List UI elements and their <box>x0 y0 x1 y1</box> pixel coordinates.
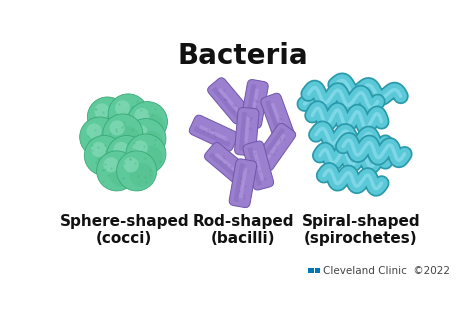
Circle shape <box>130 163 154 187</box>
Circle shape <box>133 125 148 140</box>
FancyBboxPatch shape <box>247 147 262 186</box>
Circle shape <box>109 120 125 136</box>
FancyBboxPatch shape <box>265 133 285 160</box>
Circle shape <box>126 118 166 159</box>
Circle shape <box>87 97 128 137</box>
FancyBboxPatch shape <box>194 127 230 147</box>
FancyBboxPatch shape <box>215 153 240 175</box>
FancyBboxPatch shape <box>245 84 256 122</box>
FancyBboxPatch shape <box>234 163 245 202</box>
Circle shape <box>84 135 124 176</box>
FancyBboxPatch shape <box>204 143 251 186</box>
FancyBboxPatch shape <box>212 87 240 119</box>
Circle shape <box>94 103 109 119</box>
Circle shape <box>117 151 157 191</box>
Circle shape <box>133 140 148 155</box>
FancyBboxPatch shape <box>241 79 268 128</box>
Circle shape <box>128 102 167 142</box>
Circle shape <box>108 94 148 134</box>
Bar <box>315 268 320 273</box>
Circle shape <box>100 109 124 133</box>
Circle shape <box>109 163 134 187</box>
Circle shape <box>139 146 163 170</box>
Circle shape <box>121 106 145 130</box>
Text: Sphere-shaped
(cocci): Sphere-shaped (cocci) <box>60 214 189 246</box>
Circle shape <box>103 114 143 154</box>
Circle shape <box>91 142 106 157</box>
Circle shape <box>103 157 118 172</box>
FancyBboxPatch shape <box>189 115 238 151</box>
Text: Rod-shaped
(bacilli): Rod-shaped (bacilli) <box>192 214 294 246</box>
Circle shape <box>97 151 137 191</box>
Circle shape <box>139 131 163 154</box>
Text: Bacteria: Bacteria <box>178 42 308 70</box>
FancyBboxPatch shape <box>261 93 294 142</box>
Text: Cleveland Clinic  ©2022: Cleveland Clinic ©2022 <box>323 266 450 276</box>
Circle shape <box>86 123 102 138</box>
FancyBboxPatch shape <box>238 168 247 198</box>
Circle shape <box>123 157 139 172</box>
FancyBboxPatch shape <box>259 128 285 162</box>
Text: Spiral-shaped
(spirochetes): Spiral-shaped (spirochetes) <box>301 214 420 246</box>
Circle shape <box>115 100 130 116</box>
FancyBboxPatch shape <box>229 159 257 208</box>
FancyBboxPatch shape <box>208 78 251 124</box>
Circle shape <box>140 114 164 138</box>
FancyBboxPatch shape <box>250 89 259 119</box>
FancyBboxPatch shape <box>253 150 264 181</box>
FancyBboxPatch shape <box>209 153 241 181</box>
Circle shape <box>134 108 149 123</box>
Circle shape <box>119 148 144 171</box>
FancyBboxPatch shape <box>218 88 240 114</box>
Circle shape <box>107 135 146 176</box>
FancyBboxPatch shape <box>235 108 259 156</box>
FancyBboxPatch shape <box>271 103 284 133</box>
Circle shape <box>93 129 117 153</box>
FancyBboxPatch shape <box>265 100 283 138</box>
FancyBboxPatch shape <box>243 141 273 190</box>
Circle shape <box>113 142 128 157</box>
Circle shape <box>80 117 120 157</box>
Circle shape <box>126 134 166 174</box>
Circle shape <box>116 126 140 150</box>
FancyBboxPatch shape <box>244 116 250 147</box>
FancyBboxPatch shape <box>199 125 228 141</box>
FancyBboxPatch shape <box>255 123 296 171</box>
FancyBboxPatch shape <box>239 112 247 151</box>
Bar <box>309 268 314 273</box>
Circle shape <box>97 148 121 171</box>
